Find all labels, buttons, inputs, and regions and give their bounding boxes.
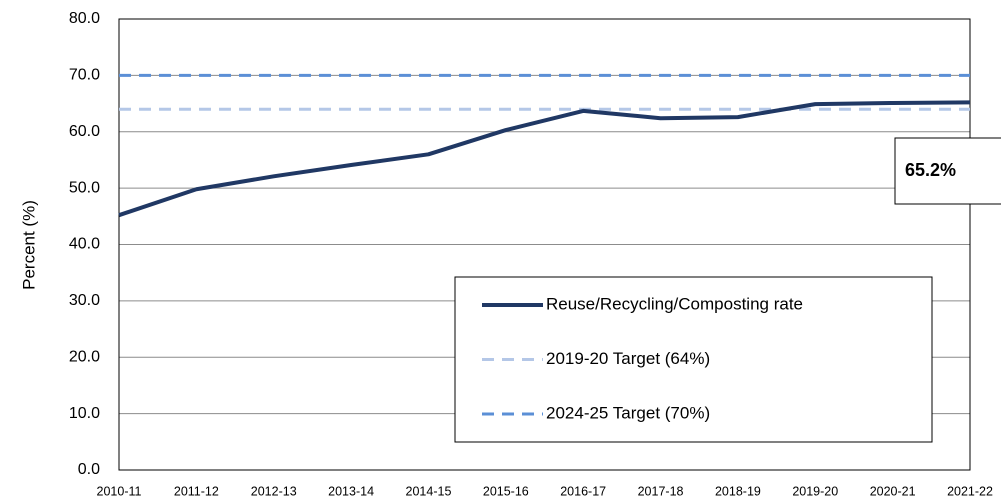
y-tick-label: 50.0 [69,179,100,196]
x-tick-label: 2012-13 [251,484,297,498]
x-tick-label: 2016-17 [560,484,606,498]
y-tick-label: 40.0 [69,236,100,253]
x-tick-label: 2018-19 [715,484,761,498]
x-tick-label: 2011-12 [174,484,219,498]
legend-label: 2024-25 Target (70%) [546,403,710,422]
y-tick-label: 0.0 [78,461,100,478]
annotation: 65.2% [905,160,956,180]
x-tick-label: 2015-16 [483,484,529,498]
y-tick-label: 70.0 [69,67,100,84]
x-tick-label: 2010-11 [97,484,142,498]
x-tick-label: 2019-20 [792,484,838,498]
y-axis-label: Percent (%) [19,200,38,290]
legend-label: Reuse/Recycling/Composting rate [546,294,803,313]
series-line [118,100,971,218]
y-tick-label: 20.0 [69,348,100,365]
y-tick-label: 60.0 [69,123,100,140]
y-tick-label: 80.0 [69,10,100,27]
x-tick-label: 2014-15 [406,484,452,498]
legend-label: 2019-20 Target (64%) [546,349,710,368]
x-tick-label: 2017-18 [638,484,684,498]
y-tick-label: 10.0 [69,405,100,422]
x-tick-label: 2013-14 [328,484,374,498]
y-tick-label: 30.0 [69,292,100,309]
annotation-box [894,137,1001,205]
plot-border [118,18,971,471]
x-tick-label: 2020-21 [870,484,916,498]
x-tick-label: 2021-22 [947,484,993,498]
